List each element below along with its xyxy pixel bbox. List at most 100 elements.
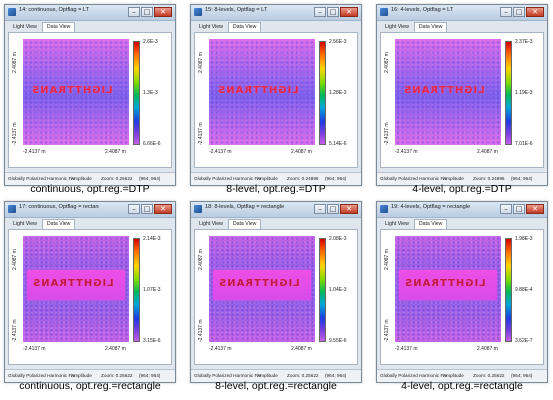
amplitude-plot[interactable]: LIGHTTRANS bbox=[209, 236, 315, 342]
maximize-icon[interactable]: □ bbox=[327, 7, 339, 17]
color-bar bbox=[505, 41, 512, 145]
window-titlebar[interactable]: 17: continuous, Optflag = rectangle – □ … bbox=[5, 202, 175, 218]
status-zoom: Zoom: 0.25622 bbox=[287, 373, 319, 378]
status-mode: Amplitude bbox=[443, 373, 464, 378]
figure-caption: 4-level, opt.reg.=rectangle bbox=[401, 380, 523, 392]
status-size: (964; 964) bbox=[511, 176, 533, 181]
view-tabs: Light View Data View bbox=[380, 219, 448, 229]
colorbar-min-label: 3.15E-6 bbox=[143, 338, 161, 344]
amplitude-plot[interactable]: LIGHTTRANS bbox=[395, 39, 501, 145]
minimize-icon[interactable]: – bbox=[500, 7, 512, 17]
simulation-window[interactable]: 19: 4-levels, Optflag = rectangle – □ ✕ … bbox=[376, 201, 548, 383]
simulation-window[interactable]: 15: 8-levels, Optflag = LT – □ ✕ Light V… bbox=[190, 4, 362, 186]
window-titlebar[interactable]: 16: 4-levels, Optflag = LT – □ ✕ bbox=[377, 5, 547, 21]
colorbar-max-label: 2.08E-3 bbox=[329, 236, 347, 242]
close-icon[interactable]: ✕ bbox=[154, 204, 172, 214]
tab-data-view[interactable]: Data View bbox=[413, 219, 448, 229]
window-titlebar[interactable]: 15: 8-levels, Optflag = LT – □ ✕ bbox=[191, 5, 361, 21]
status-size: (964; 964) bbox=[511, 373, 533, 378]
status-bar: Globally Polarized Harmonic Fie Amplitud… bbox=[5, 172, 175, 185]
colorbar-max-label: 2.14E-3 bbox=[143, 236, 161, 242]
window-controls: – □ ✕ bbox=[314, 7, 358, 17]
y-axis-top-label: 2.4087 m bbox=[384, 249, 390, 270]
color-bar bbox=[133, 41, 140, 145]
window-title: 14: continuous, Optflag = LT bbox=[19, 7, 90, 13]
tab-light-view[interactable]: Light View bbox=[199, 221, 223, 227]
window-titlebar[interactable]: 18: 8-levels, Optflag = rectangle – □ ✕ bbox=[191, 202, 361, 218]
window-controls: – □ ✕ bbox=[500, 7, 544, 17]
colorbar-max-label: 2.56E-3 bbox=[329, 39, 347, 45]
status-mode: Amplitude bbox=[71, 373, 92, 378]
maximize-icon[interactable]: □ bbox=[327, 204, 339, 214]
amplitude-plot[interactable]: LIGHTTRANS bbox=[395, 236, 501, 342]
maximize-icon[interactable]: □ bbox=[513, 7, 525, 17]
view-tabs: Light View Data View bbox=[8, 219, 76, 229]
app-icon bbox=[194, 8, 202, 16]
status-mode: Amplitude bbox=[443, 176, 464, 181]
view-tabs: Light View Data View bbox=[194, 22, 262, 32]
y-axis-top-label: 2.4087 m bbox=[12, 52, 18, 73]
target-rectangle: LIGHTTRANS bbox=[399, 270, 497, 300]
y-axis-bottom-label: -2.4137 m bbox=[198, 122, 204, 145]
window-controls: – □ ✕ bbox=[128, 7, 172, 17]
figure-caption: 8-level, opt.reg.=rectangle bbox=[215, 380, 337, 392]
status-bar: Globally Polarized Harmonic Fie Amplitud… bbox=[377, 172, 547, 185]
maximize-icon[interactable]: □ bbox=[141, 204, 153, 214]
status-size: (964; 964) bbox=[325, 176, 347, 181]
figure-caption: 8-level, opt.reg.=DTP bbox=[226, 183, 326, 195]
y-axis-top-label: 2.4087 m bbox=[198, 52, 204, 73]
tab-light-view[interactable]: Light View bbox=[385, 221, 409, 227]
amplitude-plot[interactable]: LIGHTTRANS bbox=[23, 236, 129, 342]
colorbar-min-label: 6.66E-6 bbox=[143, 141, 161, 147]
x-axis-right-label: 2.4087 m bbox=[477, 149, 498, 155]
minimize-icon[interactable]: – bbox=[314, 7, 326, 17]
simulation-window[interactable]: 18: 8-levels, Optflag = rectangle – □ ✕ … bbox=[190, 201, 362, 383]
maximize-icon[interactable]: □ bbox=[141, 7, 153, 17]
simulation-window[interactable]: 17: continuous, Optflag = rectangle – □ … bbox=[4, 201, 176, 383]
view-tabs: Light View Data View bbox=[380, 22, 448, 32]
colorbar-max-label: 2.6E-3 bbox=[143, 39, 158, 45]
status-zoom: Zoom: 0.25622 bbox=[101, 176, 133, 181]
status-field-type: Globally Polarized Harmonic Fie bbox=[380, 176, 447, 181]
tab-data-view[interactable]: Data View bbox=[41, 219, 76, 229]
target-rectangle: LIGHTTRANS bbox=[27, 270, 125, 300]
minimize-icon[interactable]: – bbox=[500, 204, 512, 214]
x-axis-left-label: -2.4137 m bbox=[23, 149, 46, 155]
window-titlebar[interactable]: 19: 4-levels, Optflag = rectangle – □ ✕ bbox=[377, 202, 547, 218]
simulation-window[interactable]: 16: 4-levels, Optflag = LT – □ ✕ Light V… bbox=[376, 4, 548, 186]
x-axis-right-label: 2.4087 m bbox=[291, 149, 312, 155]
amplitude-plot[interactable]: LIGHTTRANS bbox=[23, 39, 129, 145]
tab-light-view[interactable]: Light View bbox=[13, 221, 37, 227]
close-icon[interactable]: ✕ bbox=[340, 7, 358, 17]
minimize-icon[interactable]: – bbox=[128, 7, 140, 17]
tab-data-view[interactable]: Data View bbox=[41, 22, 76, 32]
close-icon[interactable]: ✕ bbox=[340, 204, 358, 214]
color-bar bbox=[319, 238, 326, 342]
status-mode: Amplitude bbox=[257, 176, 278, 181]
x-axis-left-label: -2.4137 m bbox=[23, 346, 46, 352]
window-titlebar[interactable]: 14: continuous, Optflag = LT – □ ✕ bbox=[5, 5, 175, 21]
tab-light-view[interactable]: Light View bbox=[385, 24, 409, 30]
minimize-icon[interactable]: – bbox=[314, 204, 326, 214]
tab-data-view[interactable]: Data View bbox=[227, 22, 262, 32]
y-axis-bottom-label: -2.4137 m bbox=[12, 319, 18, 342]
close-icon[interactable]: ✕ bbox=[526, 204, 544, 214]
colorbar-mid-label: 1.19E-3 bbox=[515, 90, 533, 96]
maximize-icon[interactable]: □ bbox=[513, 204, 525, 214]
colorbar-min-label: 3.62E-7 bbox=[515, 338, 533, 344]
tab-light-view[interactable]: Light View bbox=[13, 24, 37, 30]
simulation-window[interactable]: 14: continuous, Optflag = LT – □ ✕ Light… bbox=[4, 4, 176, 186]
window-title: 16: 4-levels, Optflag = LT bbox=[391, 7, 454, 13]
status-zoom: Zoom: 0.24896 bbox=[287, 176, 319, 181]
tab-data-view[interactable]: Data View bbox=[413, 22, 448, 32]
data-view-panel: 2.4087 m -2.4137 m LIGHTTRANS -2.4137 m … bbox=[194, 32, 358, 168]
tab-light-view[interactable]: Light View bbox=[199, 24, 223, 30]
x-axis-left-label: -2.4137 m bbox=[209, 149, 232, 155]
close-icon[interactable]: ✕ bbox=[526, 7, 544, 17]
lighttrans-logo: LIGHTTRANS bbox=[32, 278, 114, 289]
tab-data-view[interactable]: Data View bbox=[227, 219, 262, 229]
minimize-icon[interactable]: – bbox=[128, 204, 140, 214]
amplitude-plot[interactable]: LIGHTTRANS bbox=[209, 39, 315, 145]
close-icon[interactable]: ✕ bbox=[154, 7, 172, 17]
colorbar-mid-label: 1.07E-3 bbox=[143, 287, 161, 293]
